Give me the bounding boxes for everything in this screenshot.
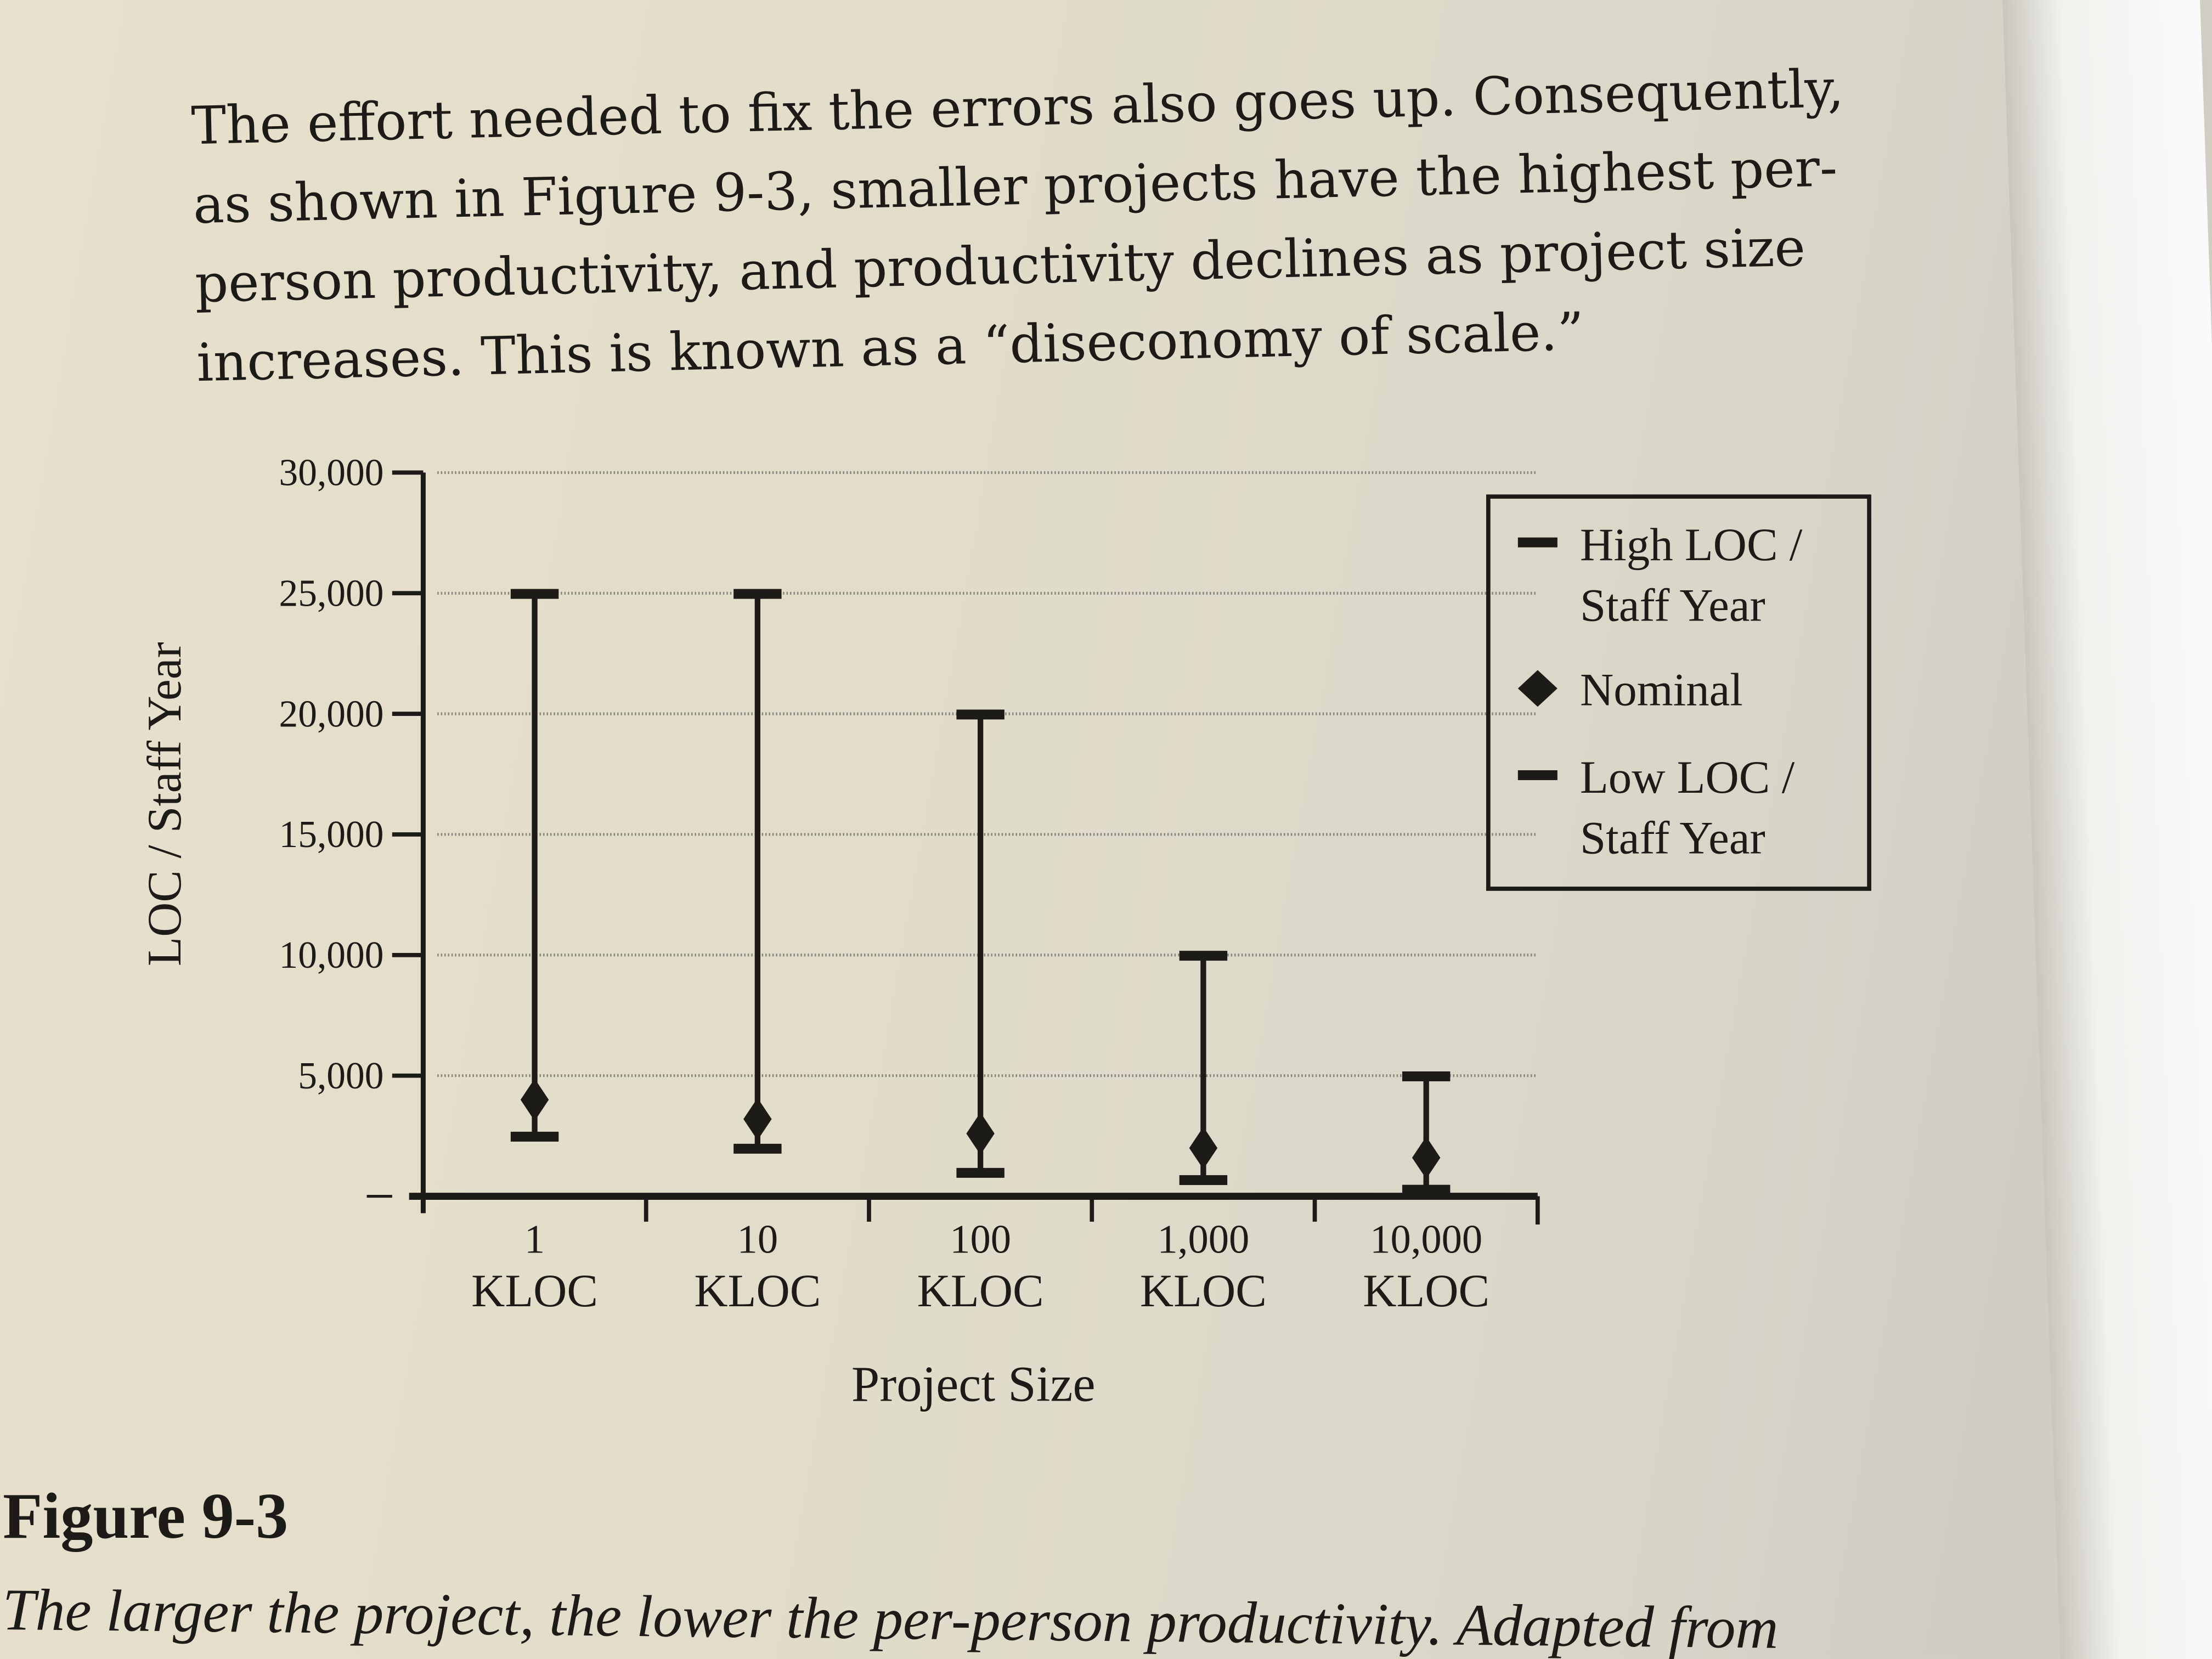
y-tick-label: 20,000 <box>279 693 384 735</box>
low-marker <box>733 1143 782 1154</box>
low-marker <box>1402 1184 1451 1195</box>
legend-label: Low LOC / <box>1580 752 1795 803</box>
y-tick-label: 5,000 <box>298 1055 383 1097</box>
y-tick-label: 25,000 <box>279 572 384 614</box>
x-tick-label: KLOC <box>471 1265 598 1317</box>
legend-label: Nominal <box>1580 664 1743 716</box>
y-tick-label: 30,000 <box>279 452 384 494</box>
x-tick-label: KLOC <box>694 1265 821 1317</box>
legend-label: High LOC / <box>1580 519 1803 571</box>
legend-box <box>1486 494 1871 891</box>
legend-label: Staff Year <box>1580 579 1765 631</box>
high-marker <box>956 709 1005 720</box>
x-tick-label: 10,000 <box>1370 1217 1482 1262</box>
x-tick-label: 100 <box>950 1217 1011 1262</box>
x-tick-label: KLOC <box>1363 1265 1489 1317</box>
y-axis-label: LOC / Staff Year <box>138 642 191 966</box>
high-marker <box>1179 951 1228 961</box>
x-tick-label: KLOC <box>917 1265 1044 1317</box>
nominal-marker <box>1189 1127 1218 1170</box>
x-tick-label: KLOC <box>1140 1265 1267 1317</box>
nominal-marker <box>520 1079 549 1121</box>
low-marker <box>956 1167 1005 1178</box>
legend-diamond-icon <box>1517 670 1558 707</box>
legend-dash-icon <box>1517 537 1558 548</box>
legend-label: Staff Year <box>1580 812 1765 864</box>
y-tick-label: 15,000 <box>279 814 384 856</box>
high-marker <box>1402 1071 1451 1081</box>
high-marker <box>510 589 559 599</box>
x-tick-label: 10 <box>737 1217 778 1262</box>
low-marker <box>1179 1175 1228 1186</box>
x-axis-label: Project Size <box>851 1356 1096 1412</box>
nominal-marker <box>743 1098 772 1141</box>
legend-dash-icon <box>1517 770 1558 780</box>
nominal-marker <box>966 1112 995 1155</box>
x-tick-label: 1,000 <box>1158 1217 1250 1262</box>
figure-title: Figure 9-3 <box>3 1480 289 1552</box>
low-marker <box>510 1131 559 1142</box>
high-marker <box>733 589 782 599</box>
nominal-marker <box>1412 1136 1441 1179</box>
y-tick-label: 10,000 <box>279 934 384 977</box>
x-tick-label: 1 <box>524 1217 545 1262</box>
